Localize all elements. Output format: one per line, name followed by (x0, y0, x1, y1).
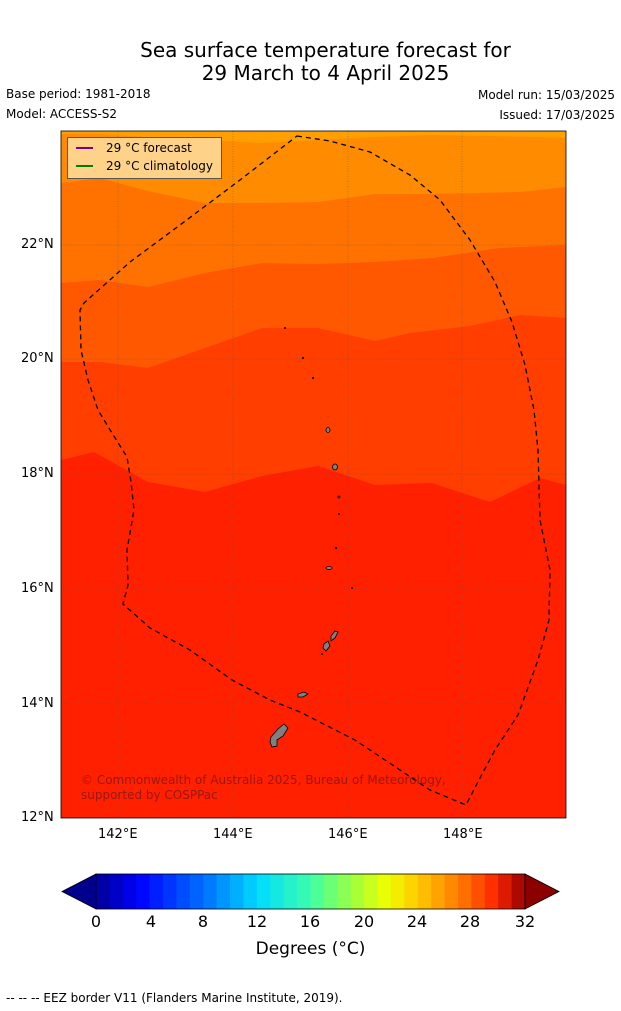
legend-climatology-swatch (76, 165, 93, 167)
lat-tick-14n: 14°N (21, 696, 54, 711)
colorbar-segment (256, 874, 271, 909)
colorbar (61, 873, 560, 910)
colorbar-segment (364, 874, 379, 909)
colorbar-tick-28: 28 (459, 912, 481, 931)
model-name: Model: ACCESS-S2 (6, 107, 118, 121)
sst-band-20 (61, 131, 566, 143)
legend-climatology-label: 29 °C climatology (106, 159, 214, 173)
title-line-1: Sea surface temperature forecast for (140, 38, 511, 62)
colorbar-segment (283, 874, 298, 909)
lat-tick-22n: 22°N (21, 237, 54, 252)
map-frame (60, 130, 567, 819)
model-run: Model run: 15/03/2025 (477, 88, 615, 102)
island-aguijan (320, 652, 324, 656)
eez-footnote: -- -- -- EEZ border V11 (Flanders Marine… (6, 991, 343, 1005)
colorbar-segment (404, 874, 419, 909)
colorbar-segment (457, 874, 472, 909)
islands (269, 326, 353, 748)
island-sarigan (334, 546, 338, 550)
island-rota (297, 691, 309, 698)
island-alamagan (337, 495, 341, 499)
island-maug (301, 356, 305, 360)
colorbar-segment (243, 874, 258, 909)
colorbar-segment (270, 874, 285, 909)
colorbar-segment (484, 874, 499, 909)
colorbar-segment (377, 874, 392, 909)
lon-tick-146e: 146°E (328, 827, 368, 842)
colorbar-tick-16: 16 (299, 912, 321, 931)
graticule (61, 131, 566, 818)
colorbar-segment (511, 874, 526, 909)
colorbar-tick-20: 20 (353, 912, 375, 931)
legend-forecast-swatch (76, 147, 93, 149)
colorbar-tick-24: 24 (406, 912, 428, 931)
colorbar-tick-4: 4 (145, 912, 157, 931)
colorbar-segment (323, 874, 338, 909)
copyright-text: © Commonwealth of Australia 2025, Bureau… (81, 773, 446, 802)
colorbar-segment (417, 874, 432, 909)
sst-map (61, 131, 566, 818)
title-line-2: 29 March to 4 April 2025 (201, 61, 450, 85)
colorbar-segment (390, 874, 405, 909)
island-tinian (322, 640, 331, 652)
lon-tick-144e: 144°E (213, 827, 253, 842)
legend-row-climatology: 29 °C climatology (76, 159, 213, 173)
colorbar-tick-8: 8 (197, 912, 209, 931)
legend-row-forecast: 29 °C forecast (76, 141, 192, 155)
legend: 29 °C forecast 29 °C climatology (67, 137, 222, 179)
colorbar-tick-0: 0 (90, 912, 102, 931)
colorbar-tick-32: 32 (514, 912, 536, 931)
colorbar-segment (149, 874, 164, 909)
colorbar-segment (297, 874, 311, 909)
colorbar-segment (471, 874, 486, 909)
colorbar-segment (431, 874, 446, 909)
colorbar-segment (310, 874, 325, 909)
island-farallon-medinilla (350, 587, 353, 590)
legend-forecast-label: 29 °C forecast (106, 141, 192, 155)
title: Sea surface temperature forecast for 29 … (0, 39, 621, 85)
island-anatahan (325, 566, 333, 570)
colorbar-segment (230, 874, 244, 909)
colorbar-over-arrow (524, 873, 560, 910)
island-guam (269, 723, 289, 748)
lat-tick-18n: 18°N (21, 466, 54, 481)
colorbar-segment (122, 874, 137, 909)
lon-tick-148e: 148°E (443, 827, 483, 842)
colorbar-segment (350, 874, 365, 909)
colorbar-segment (216, 874, 231, 909)
colorbar-frame (95, 873, 526, 910)
colorbar-unit-label: Degrees (°C) (255, 939, 366, 959)
colorbar-segment (136, 874, 151, 909)
lat-tick-16n: 16°N (21, 581, 54, 596)
issued-date: Issued: 17/03/2025 (499, 108, 615, 122)
colorbar-tick-12: 12 (246, 912, 268, 931)
colorbar-segment (337, 874, 352, 909)
island-pagan (332, 463, 338, 471)
island-agrihan (325, 427, 331, 433)
colorbar-segment (163, 874, 177, 909)
colorbar-segment (109, 874, 124, 909)
colorbar-segment (498, 874, 513, 909)
eez-border (79, 135, 551, 806)
colorbar-segment (203, 874, 218, 909)
island-guguan (337, 513, 340, 516)
lat-tick-12n: 12°N (21, 810, 54, 825)
colorbar-segment (444, 874, 459, 909)
island-farallon (283, 326, 286, 329)
lon-tick-142e: 142°E (98, 827, 138, 842)
colorbar-segment (176, 874, 191, 909)
island-saipan (330, 630, 339, 642)
base-period: Base period: 1981-2018 (6, 87, 151, 101)
colorbar-segment (96, 874, 110, 909)
colorbar-segment (189, 874, 204, 909)
colorbar-under-arrow (61, 873, 97, 910)
island-asuncion (311, 376, 315, 380)
lat-tick-20n: 20°N (21, 351, 54, 366)
